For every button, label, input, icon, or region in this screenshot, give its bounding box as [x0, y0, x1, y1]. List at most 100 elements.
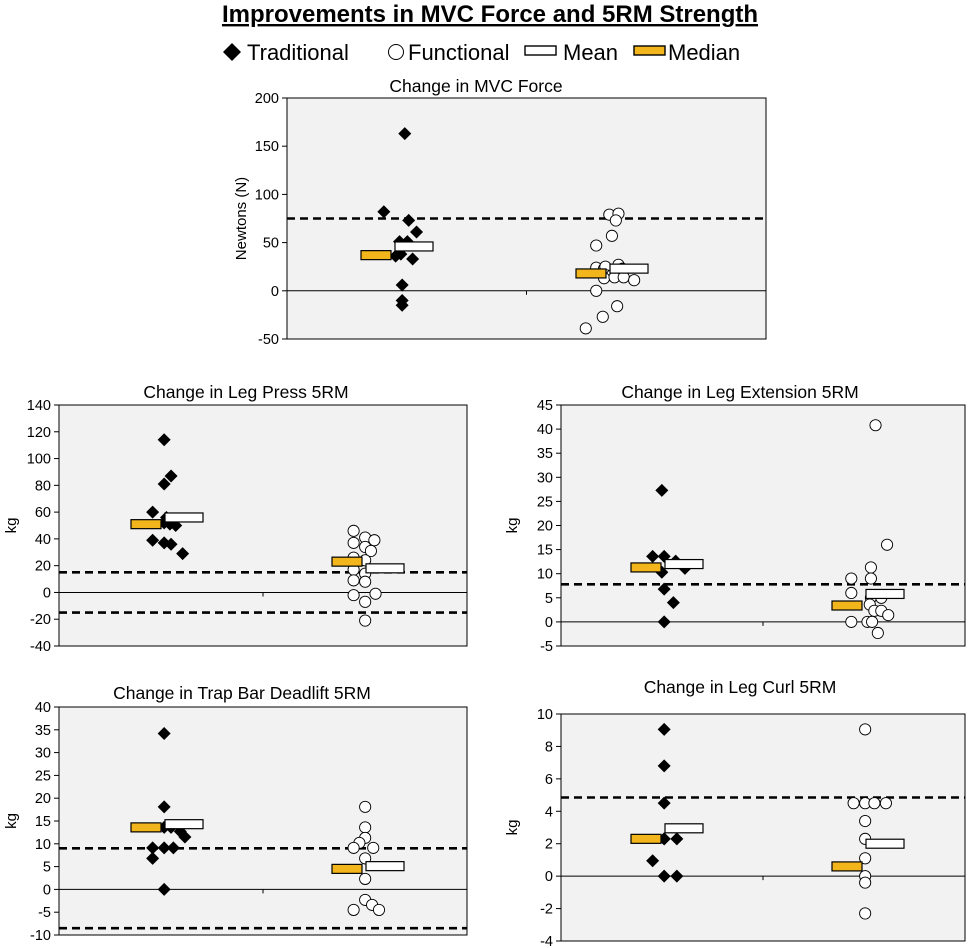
functional-point [372, 903, 386, 916]
median-bar [831, 600, 863, 611]
y-axis-label: Newtons (N) [233, 177, 250, 260]
traditional-point [395, 278, 409, 292]
mean-bar [164, 512, 204, 523]
legend-mean-swatch [524, 45, 557, 56]
functional-point [364, 544, 377, 557]
y-tick-label: 20 [537, 519, 553, 535]
traditional-point [657, 869, 671, 883]
y-tick-label: 0 [43, 585, 51, 601]
y-tick-label: -40 [30, 639, 51, 655]
mean-bar [365, 563, 405, 574]
y-tick-label: -2 [540, 902, 553, 918]
mean-bar [394, 241, 434, 252]
y-tick-label: -50 [258, 332, 279, 348]
traditional-point [655, 483, 669, 497]
traditional-point [157, 726, 171, 740]
functional-point [596, 310, 609, 323]
charts-container: Change in MVC Force200150100500-50Newton… [3, 76, 966, 948]
traditional-point [157, 841, 171, 855]
median-bar [630, 833, 662, 844]
legend-traditional-label: Traditional [247, 40, 349, 65]
y-tick-label: 40 [537, 422, 553, 438]
functional-point [347, 536, 360, 549]
y-tick-label: 4 [545, 804, 553, 820]
mean-bar [865, 588, 905, 600]
functional-point [359, 575, 372, 588]
plot-area [560, 713, 966, 942]
y-tick-label: 10 [537, 567, 553, 583]
functional-point [845, 572, 858, 585]
traditional-point [166, 841, 180, 855]
functional-point [347, 589, 360, 602]
y-tick-label: 35 [537, 446, 553, 462]
y-tick-label: 0 [545, 615, 553, 631]
functional-point [628, 274, 641, 287]
y-tick-label: 15 [35, 814, 51, 830]
y-tick-label: 5 [545, 591, 553, 607]
functional-point [369, 587, 382, 600]
traditional-point [670, 832, 684, 846]
functional-point [864, 561, 877, 574]
y-tick-label: -4 [540, 934, 553, 948]
functional-point [347, 903, 360, 916]
y-tick-label: 8 [545, 739, 553, 755]
y-tick-label: 40 [35, 532, 51, 548]
traditional-point [146, 505, 160, 519]
functional-point [864, 572, 877, 585]
traditional-point [157, 433, 171, 447]
y-tick-label: 0 [271, 284, 279, 300]
y-tick-label: 50 [263, 236, 279, 252]
functional-point [859, 814, 872, 828]
traditional-point [402, 213, 416, 227]
traditional-point [389, 249, 403, 263]
functional-point [869, 419, 882, 432]
mean-bar [365, 861, 405, 872]
functional-point [847, 797, 860, 810]
chart-title: Change in MVC Force [389, 76, 562, 96]
mean-bar [865, 838, 905, 849]
chart-mvc: Change in MVC Force 200 150 100 50 0 -50 Newton… [233, 76, 767, 348]
traditional-point [377, 205, 391, 219]
chart-legext: Change in Leg Extension 5RM 45 40 35 30 25 20 1… [504, 382, 966, 655]
y-tick-label: 10 [537, 707, 553, 723]
functional-point [845, 586, 858, 600]
median-bar [575, 268, 607, 279]
y-tick-label: -5 [38, 905, 51, 921]
y-tick-label: 10 [35, 837, 51, 853]
median-bar [130, 519, 162, 530]
chart-title: Change in Trap Bar Deadlift 5RM [113, 683, 371, 703]
mean-bar [164, 819, 204, 830]
median-bar [331, 556, 363, 567]
functional-point [859, 723, 872, 736]
y-axis-label: kg [3, 813, 20, 829]
traditional-point [146, 851, 160, 865]
y-tick-label: 30 [35, 746, 51, 762]
legend-median-swatch [633, 45, 666, 56]
y-tick-label: 140 [27, 398, 51, 414]
functional-point [881, 538, 894, 551]
functional-point [359, 821, 372, 834]
functional-point [359, 614, 372, 627]
traditional-point [146, 841, 160, 855]
plot-area [58, 404, 468, 647]
y-tick-label: 100 [255, 187, 279, 203]
legend-circle-icon [388, 44, 404, 60]
traditional-point [646, 549, 660, 563]
traditional-point [157, 477, 171, 491]
functional-point [859, 852, 872, 865]
mean-bar [664, 823, 704, 834]
functional-point [866, 615, 879, 628]
functional-point [859, 907, 872, 920]
functional-point [605, 229, 618, 242]
y-tick-label: 25 [537, 494, 553, 510]
median-bar [130, 822, 162, 833]
traditional-point [670, 869, 684, 883]
traditional-point [657, 615, 671, 629]
traditional-point [406, 252, 420, 266]
y-tick-label: -10 [30, 928, 51, 944]
y-tick-label: 100 [27, 452, 51, 468]
traditional-point [410, 225, 424, 239]
functional-point [882, 609, 895, 622]
legend-mean-label: Mean [563, 40, 618, 65]
traditional-point [646, 854, 660, 868]
